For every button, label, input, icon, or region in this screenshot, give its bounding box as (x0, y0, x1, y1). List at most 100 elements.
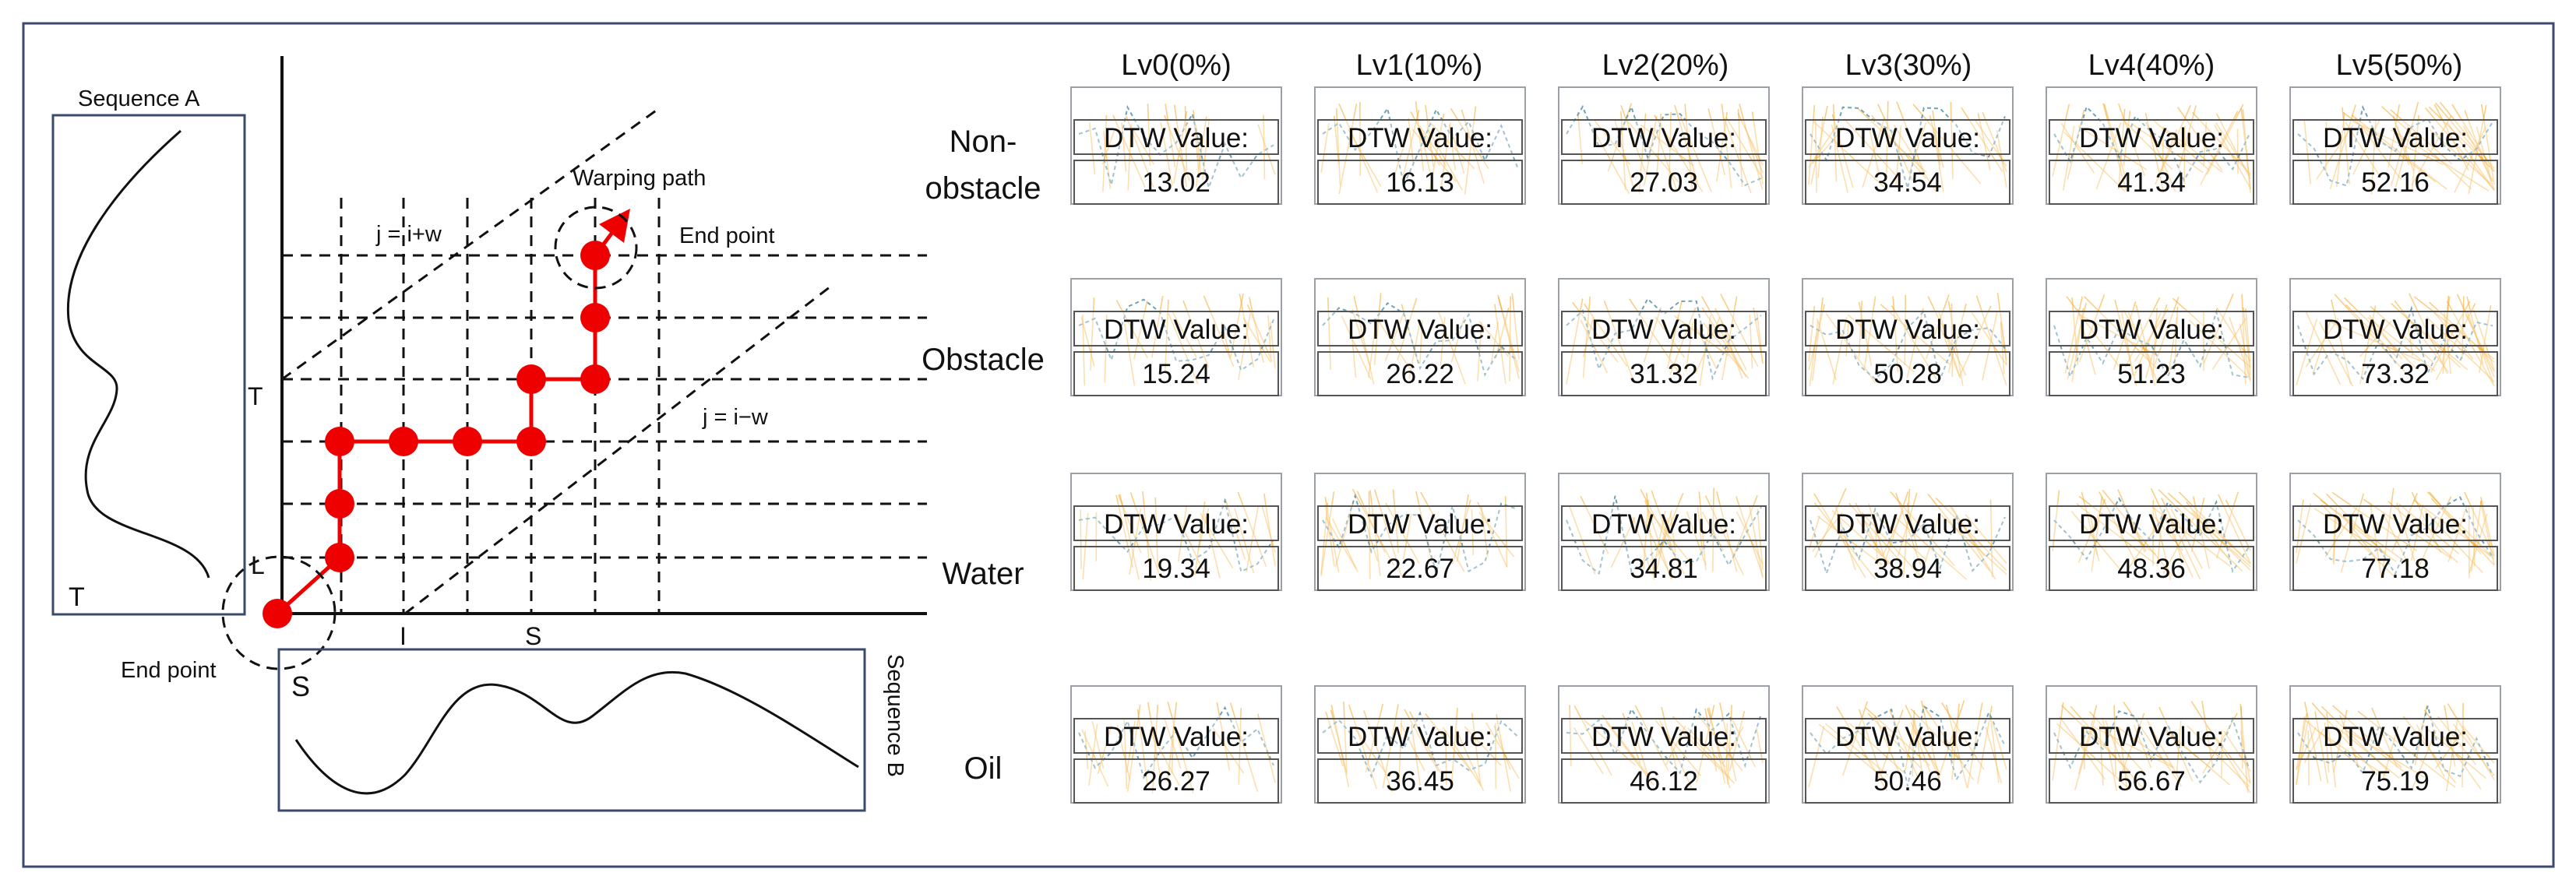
dtw-value: 50.28 (1873, 359, 1942, 389)
value-box (1317, 351, 1523, 396)
value-box (1561, 758, 1767, 804)
warp-lines (1081, 702, 1276, 793)
dtw-value: 26.27 (1142, 766, 1210, 797)
value-box (1561, 160, 1767, 205)
series-line (1078, 705, 1274, 780)
title-box (1073, 311, 1279, 347)
dtw-value: 16.13 (1386, 167, 1454, 198)
series-line (1810, 106, 2006, 189)
warp-lines (2052, 103, 2251, 193)
dtw-value: 36.45 (1386, 766, 1454, 797)
dtw-cell-r1-c1: DTW Value: 26.22 (1314, 278, 1526, 396)
end-point-circle-bottom (221, 555, 337, 670)
value-box (2049, 160, 2254, 205)
value-box (1317, 546, 1523, 591)
series-line (1566, 707, 1762, 775)
column-header-0: Lv0(0%) (1121, 49, 1232, 82)
title-box (2292, 505, 2498, 541)
dtw-cell-r2-c4: DTW Value: 48.36 (2046, 473, 2257, 591)
dtw-cell-r3-c1: DTW Value: 36.45 (1314, 685, 1526, 804)
dtw-title: DTW Value: (1104, 722, 1249, 752)
dtw-title: DTW Value: (1591, 509, 1736, 540)
dtw-value: 34.54 (1873, 167, 1942, 198)
dtw-value: 48.36 (2117, 554, 2186, 584)
end-point-bottom-label: End point (121, 658, 217, 683)
series-line (2053, 710, 2250, 784)
dtw-title: DTW Value: (1348, 315, 1492, 345)
series-line (2297, 705, 2493, 778)
dtw-cell-r3-c5: DTW Value: 75.19 (2289, 685, 2501, 804)
sequence-b-box (277, 648, 866, 812)
title-box (1073, 119, 1279, 155)
title-box (1073, 505, 1279, 541)
value-box (1805, 758, 2010, 804)
sequence-a-box (51, 114, 246, 616)
dtw-cell-r0-c5: DTW Value: 52.16 (2289, 86, 2501, 205)
plot-frame (2289, 86, 2501, 205)
value-box (2292, 351, 2498, 396)
value-box (1561, 546, 1767, 591)
title-box (1073, 718, 1279, 754)
value-box (1805, 160, 2010, 205)
value-box (1073, 160, 1279, 205)
dtw-title: DTW Value: (2079, 722, 2224, 752)
row-label-3: Oil (964, 751, 1003, 786)
value-box (2292, 758, 2498, 804)
dtw-value: 77.18 (2361, 554, 2430, 584)
row-label-0-line-0: Non- (950, 125, 1017, 159)
series-line (1078, 498, 1274, 573)
dtw-cell-r2-c1: DTW Value: 22.67 (1314, 473, 1526, 591)
dtw-value: 31.32 (1630, 359, 1698, 389)
dtw-title: DTW Value: (1104, 509, 1249, 540)
value-box (2292, 160, 2498, 205)
title-box (1805, 311, 2010, 347)
dtw-cell-r0-c3: DTW Value: 34.54 (1802, 86, 2014, 205)
dtw-value: 51.23 (2117, 359, 2186, 389)
warp-lines (2052, 487, 2251, 581)
value-box (2049, 758, 2254, 804)
dtw-cell-r1-c2: DTW Value: 31.32 (1558, 278, 1770, 396)
dtw-cell-r3-c2: DTW Value: 46.12 (1558, 685, 1770, 804)
dtw-title: DTW Value: (1835, 722, 1980, 752)
sequence-a-corner-label: T (69, 582, 85, 612)
dtw-value: 46.12 (1630, 766, 1698, 797)
warping-path-nodes (263, 241, 610, 628)
title-box (2049, 718, 2254, 754)
warp-lines (1327, 293, 1520, 385)
row-label-1: Obstacle (922, 343, 1045, 377)
series-line (1322, 301, 1518, 377)
dtw-cell-r3-c4: DTW Value: 56.67 (2046, 685, 2257, 804)
title-box (2049, 311, 2254, 347)
series-line (1078, 104, 1274, 191)
title-box (2292, 311, 2498, 347)
column-header-3: Lv3(30%) (1845, 49, 1972, 82)
dtw-title: DTW Value: (1348, 722, 1492, 752)
row-label-0-line-1: obstacle (925, 171, 1041, 206)
value-box (1073, 351, 1279, 396)
title-box (1561, 505, 1767, 541)
column-header-2: Lv2(20%) (1602, 49, 1729, 82)
sequence-a-curve (66, 129, 210, 579)
upper-band-label: j = i+w (375, 222, 442, 247)
dtw-results-grid: Lv0(0%) Lv1(10%) Lv2(20%) Lv3(30%) Lv4(40%) L… (922, 49, 2501, 804)
dtw-cell-r1-c5: DTW Value: 73.32 (2289, 278, 2501, 396)
title-box (1561, 311, 1767, 347)
dtw-cell-r2-c2: DTW Value: 34.81 (1558, 473, 1770, 591)
dtw-title: DTW Value: (2079, 123, 2224, 153)
dtw-value: 73.32 (2361, 359, 2430, 389)
warp-lines (1088, 104, 1276, 192)
row-label-2: Water (942, 557, 1024, 591)
column-header-1: Lv1(10%) (1356, 49, 1483, 82)
warp-lines (2052, 700, 2251, 793)
end-point-top-label: End point (679, 223, 775, 248)
title-box (1805, 718, 2010, 754)
sequence-b-label: Sequence B (883, 654, 907, 777)
value-box (2049, 351, 2254, 396)
series-line (1322, 493, 1518, 577)
dtw-value: 41.34 (2117, 167, 2186, 198)
sequence-b-corner-label: S (291, 670, 310, 702)
figure-border (22, 22, 2555, 868)
series-line (1810, 309, 2006, 382)
plot-frame (1314, 278, 1526, 396)
